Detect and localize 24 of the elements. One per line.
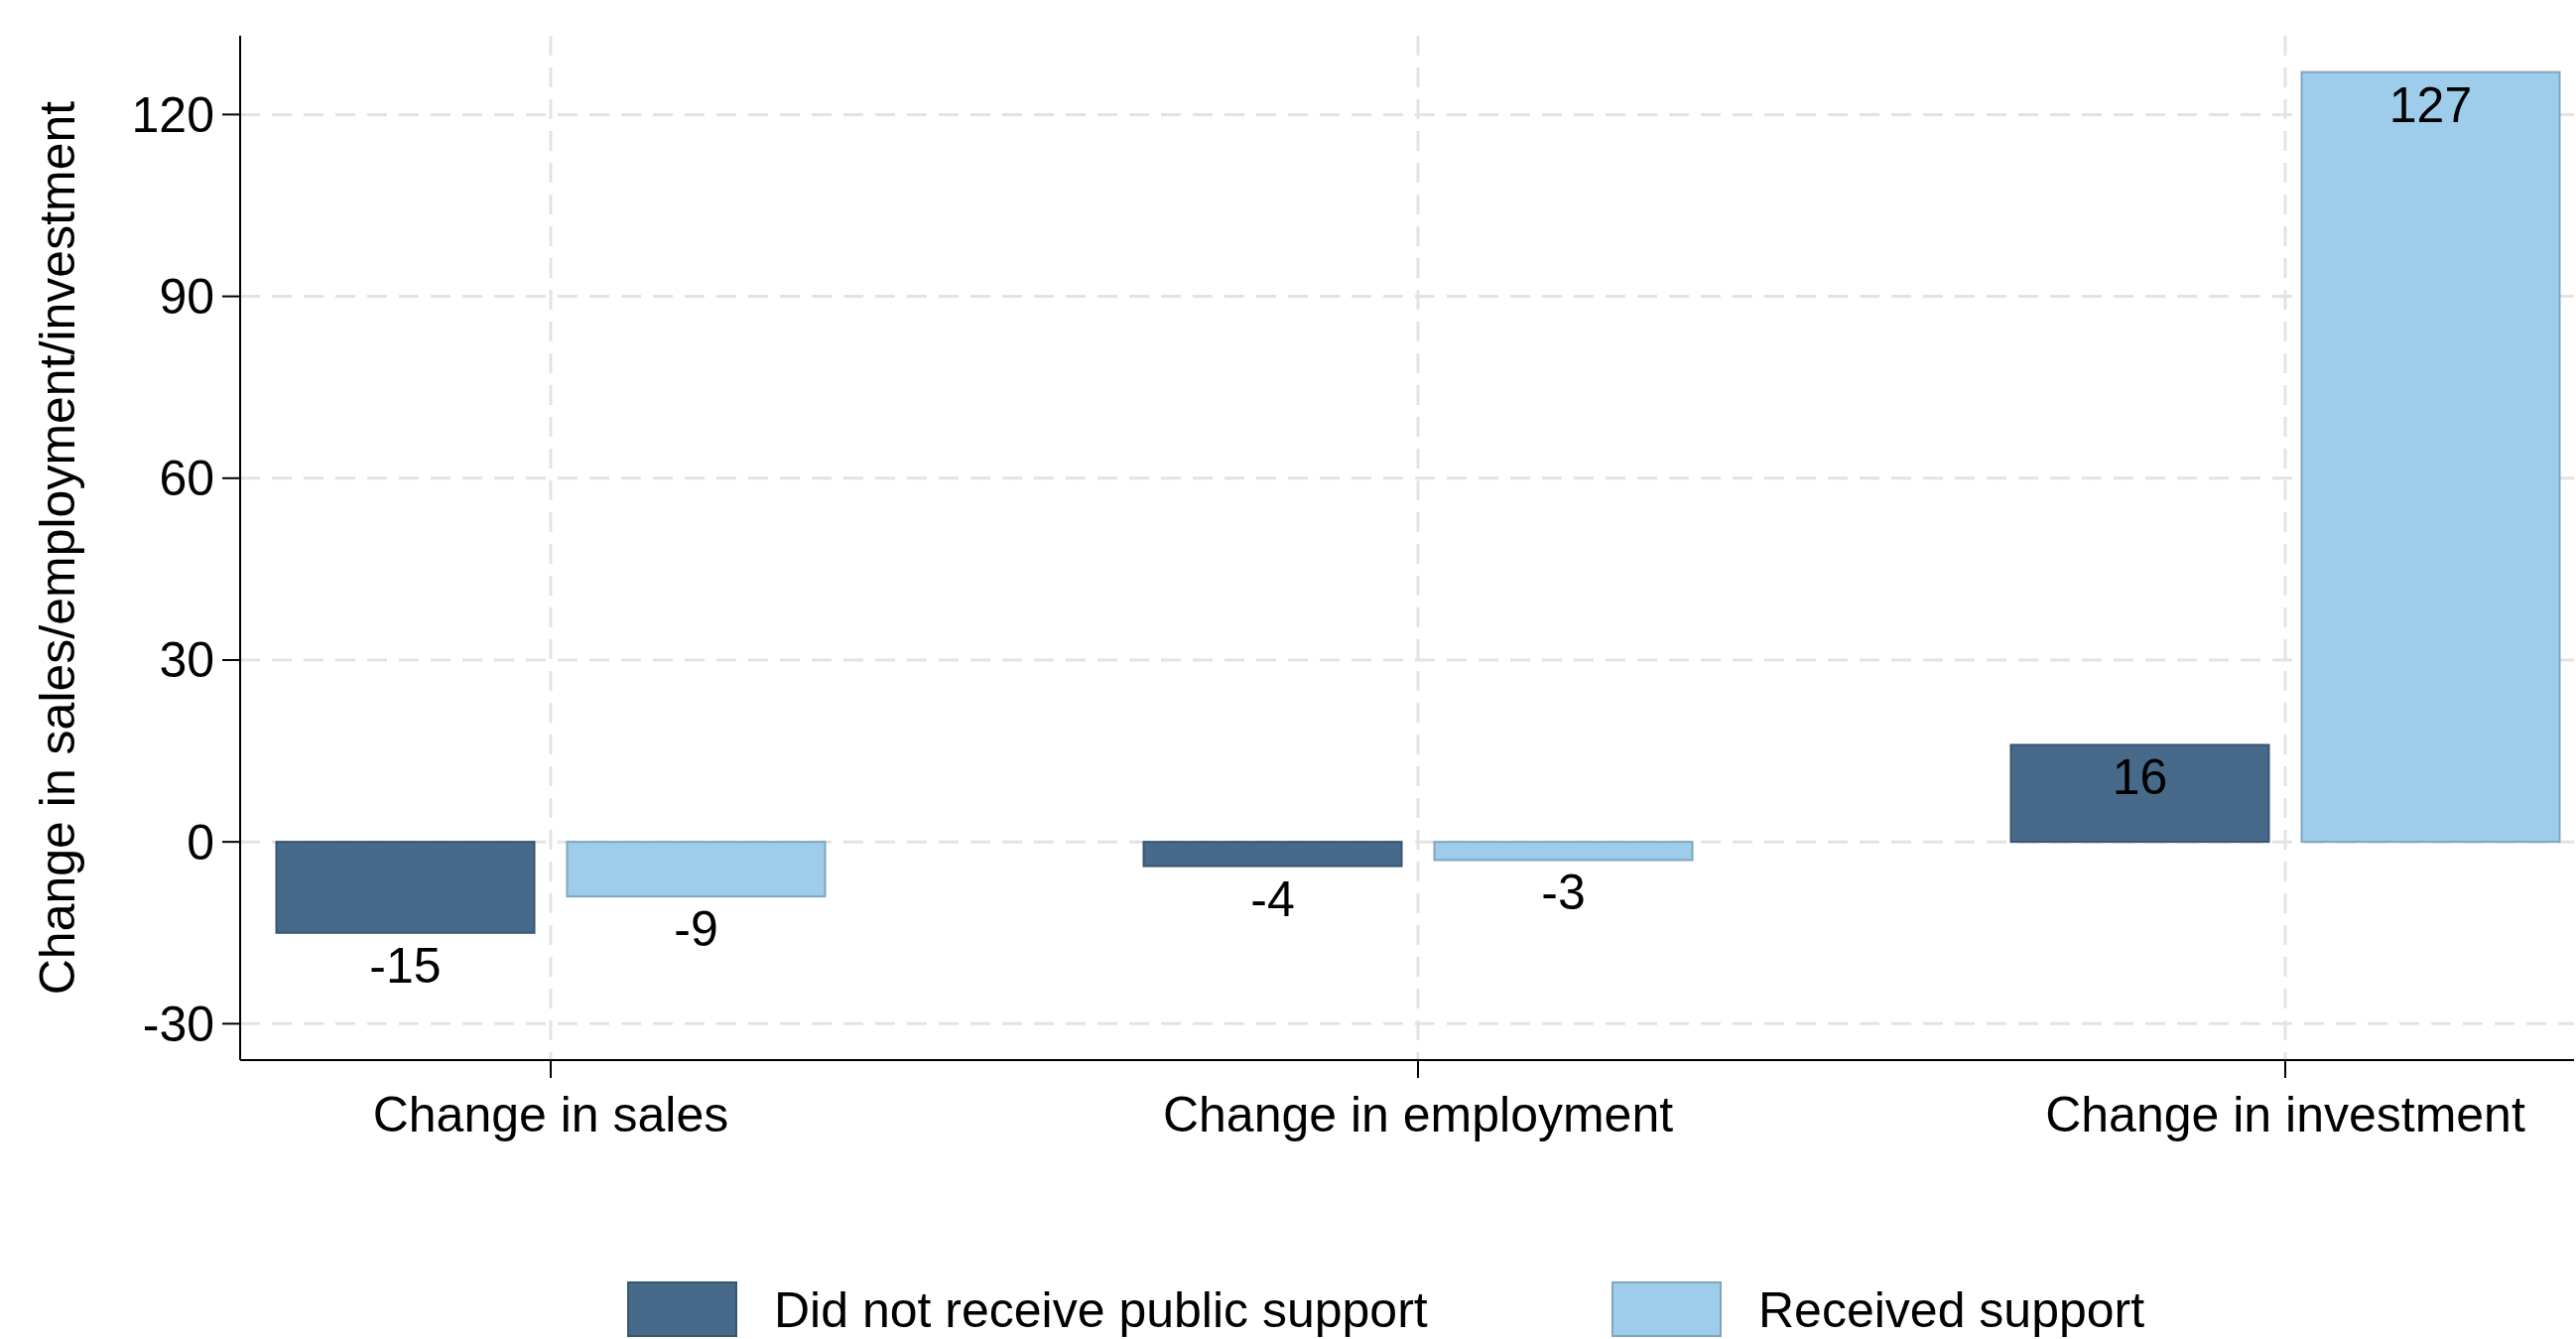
data-label: 16 [2112, 749, 2168, 806]
legend-label: Did not receive public support [774, 1281, 1428, 1338]
y-tick-label: 60 [159, 451, 214, 507]
y-axis-title: Change in sales/employment/investment [30, 100, 85, 996]
y-tick-label: 90 [159, 269, 214, 326]
bar [2009, 743, 2270, 844]
y-tick-label: 120 [131, 86, 214, 143]
bar [1142, 841, 1403, 868]
bar [2300, 70, 2561, 844]
data-label: -15 [369, 937, 442, 994]
x-tick-label: Change in sales [372, 1087, 729, 1142]
x-tick-label: Change in investment [2045, 1087, 2525, 1142]
data-label: 127 [2388, 76, 2473, 133]
bar [566, 841, 827, 898]
x-tick-label: Change in employment [1162, 1087, 1674, 1142]
y-tick-label: 30 [159, 632, 214, 689]
data-label: -9 [674, 901, 718, 958]
data-label: -4 [1250, 870, 1295, 927]
bar [1433, 841, 1694, 862]
legend-label: Received support [1758, 1281, 2145, 1338]
y-tick-label: 0 [187, 814, 214, 870]
y-tick-label: -30 [142, 996, 214, 1052]
bar [275, 841, 536, 934]
data-label: -3 [1541, 865, 1586, 921]
